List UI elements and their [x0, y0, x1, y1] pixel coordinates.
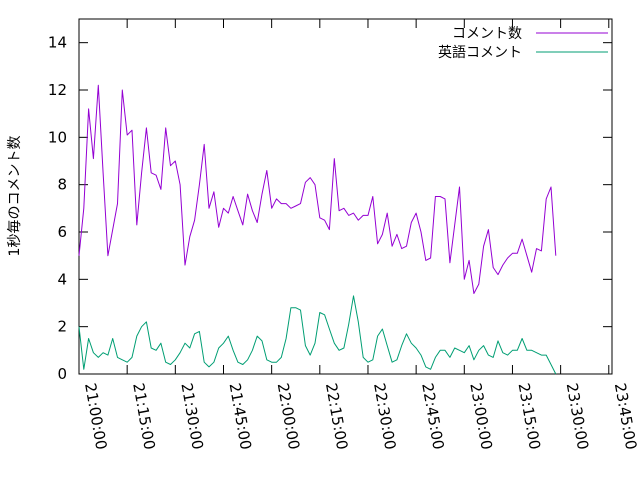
- y-tick-label: 8: [57, 176, 67, 194]
- y-tick-label: 2: [57, 318, 67, 336]
- x-tick-label: 23:15:00: [515, 382, 544, 451]
- series-line-1: [78, 295, 557, 375]
- x-tick-label: 23:00:00: [466, 382, 495, 451]
- x-tick-label: 22:00:00: [274, 382, 303, 451]
- legend-label-1: 英語コメント: [438, 44, 522, 61]
- y-axis: 0 2 4 6 8 10 12 14: [48, 34, 612, 383]
- series-line-0: [78, 84, 557, 294]
- x-tick-label: 22:15:00: [322, 382, 351, 451]
- y-tick-label: 10: [48, 128, 67, 146]
- y-tick-label: 0: [57, 365, 67, 383]
- y-axis-title: 1秒毎のコメント数: [7, 136, 23, 257]
- y-tick-label: 12: [48, 81, 67, 99]
- series-layer: [78, 84, 557, 375]
- y-tick-label: 6: [57, 223, 67, 241]
- x-tick-label: 21:15:00: [129, 382, 158, 451]
- x-tick-label: 23:45:00: [611, 382, 640, 451]
- y-tick-label: 4: [57, 270, 67, 288]
- x-tick-label: 21:45:00: [226, 382, 255, 451]
- plot-frame: [78, 18, 613, 375]
- x-axis: 21:00:00 21:15:00 21:30:00 21:45:00 22:00:00…: [78, 19, 640, 451]
- y-tick-label: 14: [48, 34, 67, 52]
- x-tick-label: 22:30:00: [370, 382, 399, 451]
- x-tick-label: 21:30:00: [177, 382, 206, 451]
- legend-label-0: コメント数: [452, 26, 522, 42]
- x-tick-label: 21:00:00: [81, 382, 110, 451]
- x-tick-label: 22:45:00: [418, 382, 447, 451]
- x-tick-label: 23:30:00: [563, 382, 592, 451]
